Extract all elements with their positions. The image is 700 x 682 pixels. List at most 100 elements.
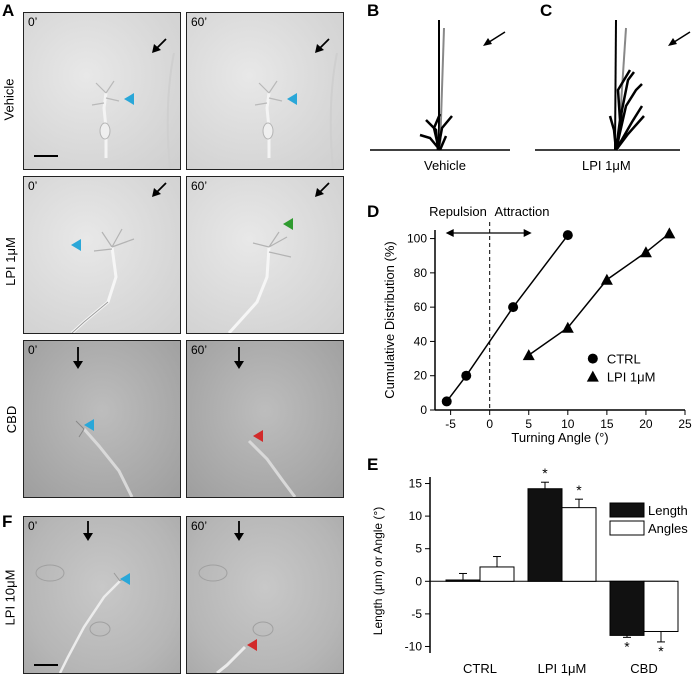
stimulus-arrow-icon	[315, 182, 330, 197]
chart-d-xlabel: Turning Angle (°)	[511, 430, 608, 445]
data-point-lpi	[522, 349, 535, 361]
legend-label-length: Length	[648, 503, 688, 518]
neuron-image	[227, 182, 330, 333]
chart-d-ytick-label: 100	[407, 232, 427, 246]
row-label-cbd: CBD	[4, 405, 20, 434]
chart-e-ytick-label: 10	[409, 509, 423, 523]
right-arrowhead-icon	[523, 229, 532, 237]
chart-d-ytick-label: 40	[414, 334, 428, 348]
stimulus-arrow-icon	[234, 521, 244, 541]
blue-arrowhead-icon	[124, 93, 134, 105]
legend-swatch-angles	[609, 520, 645, 536]
chart-d-xtick-label: 20	[639, 417, 653, 431]
time-label: 0’	[28, 179, 38, 193]
red-arrowhead-icon	[247, 639, 257, 651]
legend-label-lpi: LPI 1μM	[607, 370, 656, 385]
category-label: CBD	[630, 661, 657, 676]
panel-letter-c: C	[540, 1, 553, 20]
time-label: 0’	[28, 519, 38, 533]
chart-d-ytick-label: 20	[414, 369, 428, 383]
bar-angles	[479, 566, 515, 582]
significance-marker: *	[624, 638, 630, 654]
neuron-image	[34, 38, 175, 169]
legend-swatch-length	[609, 502, 645, 518]
significance-marker: *	[576, 482, 582, 498]
chart-d-xtick-label: 15	[600, 417, 614, 431]
panel-letter-e: E	[367, 455, 379, 474]
red-arrowhead-icon	[253, 430, 263, 442]
annotation-repulsion: Repulsion	[429, 204, 487, 219]
stimulus-arrow-icon	[483, 31, 506, 46]
lpi-traces	[608, 69, 645, 151]
neuron-image	[70, 182, 167, 333]
green-arrowhead-icon	[283, 218, 293, 230]
data-point-ctrl	[461, 370, 472, 381]
chart-e-ylabel: Length (μm) or Angle (°)	[371, 507, 385, 635]
time-label: 60’	[191, 343, 208, 357]
blue-arrowhead-icon	[287, 93, 297, 105]
panel-letter-b: B	[367, 1, 380, 20]
chart-e: Length (μm) or Angle (°) -10 -5 0 5 10 15 CTRL…	[371, 465, 688, 676]
blue-arrowhead-icon	[120, 573, 130, 585]
chart-e-ytick-label: 5	[415, 542, 422, 556]
significance-marker: *	[542, 465, 548, 481]
neuron-image	[198, 521, 274, 673]
neuron-image	[73, 347, 134, 497]
bar-angles	[561, 507, 597, 582]
row-label-lpi-1um: LPI 1μM	[2, 237, 18, 286]
stimulus-arrow-icon	[152, 38, 167, 53]
annotation-attraction: Attraction	[495, 204, 550, 219]
category-label: LPI 1μM	[538, 661, 587, 676]
chart-e-ytick-label: -10	[405, 639, 423, 653]
trace-reference-line	[614, 19, 617, 151]
micrograph-lpi10-60: 60’	[186, 516, 344, 674]
bar-length	[445, 579, 481, 582]
stimulus-arrow-icon	[83, 521, 93, 541]
data-point-lpi	[561, 321, 574, 333]
micrograph-cbd-60: 60’	[186, 340, 344, 498]
micrograph-vehicle-0: 0’	[23, 12, 181, 170]
data-point-lpi	[663, 227, 676, 239]
legend-marker-ctrl	[587, 353, 598, 364]
stimulus-arrow-icon	[668, 31, 691, 46]
time-label: 0’	[28, 15, 38, 29]
blue-arrowhead-icon	[84, 419, 94, 431]
chart-e-ytick-label: -5	[411, 607, 422, 621]
chart-d-xtick-label: -5	[445, 417, 456, 431]
stimulus-arrow-icon	[152, 182, 167, 197]
data-point-ctrl	[441, 396, 452, 407]
bar-length	[527, 488, 563, 582]
chart-d-ytick-label: 80	[414, 266, 428, 280]
chart-d-ytick-label: 0	[420, 403, 427, 417]
chart-d: Cumulative Distribution (%) Turning Angl…	[382, 204, 692, 445]
micrograph-cbd-0: 0’	[23, 340, 181, 498]
chart-d-ytick-label: 60	[414, 300, 428, 314]
neuron-image	[254, 38, 338, 169]
micrograph-lpi1-0: 0’	[23, 176, 181, 334]
category-label: CTRL	[463, 661, 497, 676]
chart-d-xtick-label: 0	[486, 417, 493, 431]
micrograph-vehicle-60: 60’	[186, 12, 344, 170]
panel-letter-a: A	[2, 1, 15, 20]
chart-d-ylabel: Cumulative Distribution (%)	[382, 241, 397, 399]
neuron-image	[234, 347, 297, 497]
significance-marker: *	[658, 643, 664, 659]
left-arrowhead-icon	[445, 229, 454, 237]
bar-angles	[643, 580, 679, 632]
legend-marker-lpi	[586, 370, 599, 382]
bar-length	[609, 580, 645, 636]
data-point-lpi	[639, 246, 652, 258]
data-point-lpi	[600, 273, 613, 285]
chart-d-xtick-label: 25	[678, 417, 692, 431]
micrograph-lpi1-60: 60’	[186, 176, 344, 334]
row-label-lpi-10um: LPI 10μM	[2, 569, 18, 626]
time-label: 0’	[28, 343, 38, 357]
neuron-image	[34, 521, 130, 673]
micrograph-lpi10-0: 0’	[23, 516, 181, 674]
time-label: 60’	[191, 179, 208, 193]
stimulus-arrow-icon	[234, 347, 244, 369]
data-point-ctrl	[508, 302, 519, 313]
stimulus-arrow-icon	[73, 347, 83, 369]
legend-label-angles: Angles	[648, 521, 688, 536]
trace-label-lpi: LPI 1μM	[582, 158, 631, 173]
